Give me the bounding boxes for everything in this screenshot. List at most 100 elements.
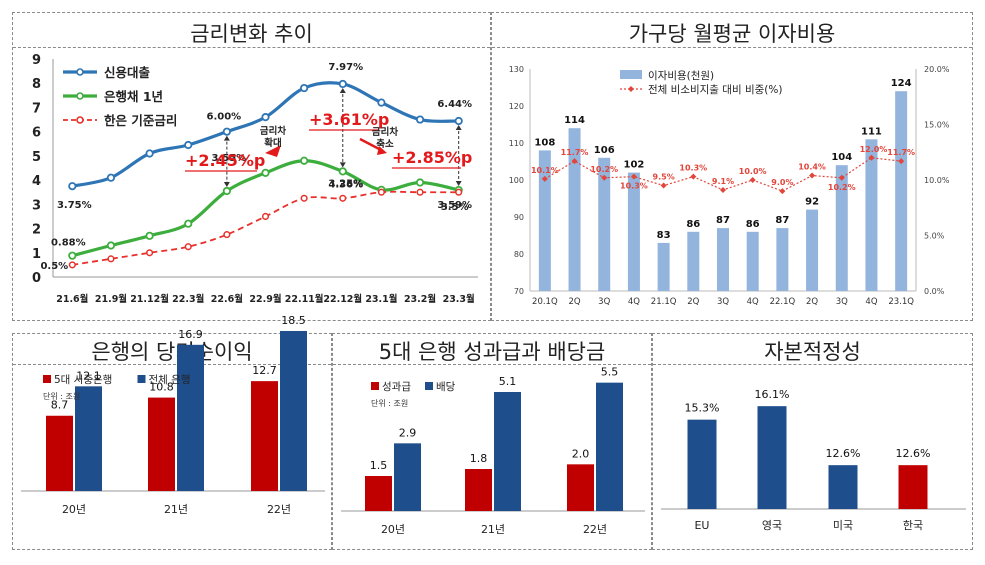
panel-title-bonus-dividend: 5대 은행 성과급과 배당금 <box>378 340 606 364</box>
gap-annotation: +2.85%p <box>392 148 472 167</box>
bar <box>538 150 551 291</box>
data-point <box>106 241 116 250</box>
share-point <box>868 154 875 161</box>
legend-label: 전체 비소비지출 대비 비중(%) <box>648 84 782 96</box>
panel-rate-trend: 금리변화 추이 0 1 2 3 4 5 6 7 8 9 21.6월 21.9월 21.12월 22.3월 2… <box>12 12 491 321</box>
panel-interest-cost: 가구당 월평균 이자비용 70 80 90 100 110 120 130 0.0% 5.0% 1… <box>491 12 973 321</box>
legend-swatch <box>620 70 642 79</box>
data-point <box>107 255 115 263</box>
x-tick-label: 21.1Q <box>651 297 677 307</box>
y-tick-label: 80 <box>514 250 524 259</box>
data-point <box>339 194 347 202</box>
share-point <box>541 175 548 182</box>
y-tick-label: 130 <box>509 65 524 74</box>
data-point <box>300 194 308 202</box>
x-tick-label: 영국 <box>762 519 782 532</box>
bar-label: 108 <box>534 137 555 148</box>
data-point <box>68 182 77 191</box>
x-tick-label: 2Q <box>568 297 580 307</box>
series-line <box>72 190 459 266</box>
bar <box>75 386 102 491</box>
y2-tick-label: 0.0% <box>924 287 945 296</box>
x-tick-label: 3Q <box>598 297 610 307</box>
bar-label: 10.8 <box>149 381 174 394</box>
x-tick-label: EU <box>694 519 709 532</box>
gap-arrowhead <box>223 182 230 188</box>
share-label: 10.4% <box>798 163 826 172</box>
bar <box>895 91 908 291</box>
legend-marker <box>76 116 84 124</box>
data-point <box>222 186 231 196</box>
data-point <box>68 251 77 260</box>
share-label: 9.1% <box>712 177 734 186</box>
annotation-note: 금리차 <box>260 125 286 137</box>
share-label: 9.5% <box>653 173 675 182</box>
y-tick-label: 0 <box>32 271 41 286</box>
bar <box>717 228 729 291</box>
data-label: 6.44% <box>437 99 472 110</box>
y2-tick-label: 5.0% <box>924 232 945 241</box>
bar-label: 5.1 <box>499 375 517 388</box>
unit-label: 단위 : 조원 <box>371 398 408 408</box>
x-tick-label: 20.1Q <box>532 297 558 307</box>
legend-swatch <box>425 382 433 390</box>
x-tick-label: 20년 <box>381 523 405 536</box>
bar <box>598 157 611 291</box>
data-point <box>416 188 424 196</box>
bar-label: 87 <box>716 215 730 226</box>
x-tick-label: 4Q <box>747 297 759 307</box>
data-label: 0.5% <box>40 261 68 272</box>
share-label: 10.2% <box>590 165 618 174</box>
bar <box>394 443 421 511</box>
gap-arrowhead <box>455 125 462 131</box>
bar <box>567 464 594 511</box>
data-point <box>184 219 193 228</box>
x-tick-label: 3Q <box>836 297 848 307</box>
net-income-chart: 8.7 12.1 20년 10.8 16.9 21년 12.7 18.5 22년 5대 시중은행 전… <box>21 314 325 516</box>
share-label: 12.0% <box>860 145 888 154</box>
bar-label: 106 <box>594 145 615 156</box>
bar-label: 16.9 <box>178 328 203 341</box>
x-tick-label: 3Q <box>717 297 729 307</box>
panel-bonus-dividend: 5대 은행 성과급과 배당금 1.5 2.9 20년 1.8 5.1 21년 2.0 5.5 2… <box>332 333 652 550</box>
share-label: 9.0% <box>771 178 793 187</box>
bar <box>746 231 759 291</box>
data-point <box>415 178 425 187</box>
data-point <box>145 149 154 158</box>
title-divider <box>492 47 972 48</box>
bar-label: 86 <box>746 219 760 230</box>
share-point <box>838 174 845 181</box>
data-point <box>454 116 463 126</box>
x-tick-label: 21년 <box>164 503 188 516</box>
title-divider <box>13 47 490 48</box>
legend-marker <box>76 68 84 76</box>
share-point <box>749 177 756 183</box>
bar <box>177 344 204 491</box>
capital-adequacy-chart: 15.3% EU 16.1% 영국 12.6% 미국 12.6% 한국 <box>661 388 966 532</box>
annotation-note: 확대 <box>264 137 281 149</box>
y-tick-label: 6 <box>32 126 41 141</box>
share-point <box>601 174 608 181</box>
gap-arrowhead <box>223 135 230 141</box>
gap-arrowhead <box>455 181 462 187</box>
gap-annotation: +3.61%p <box>309 110 389 129</box>
bar-label: 104 <box>831 152 852 163</box>
panel-net-income: 은행의 당기순이익 8.7 12.1 20년 10.8 16.9 21년 12.7 18.5 2… <box>12 314 332 550</box>
data-label: 0.88% <box>51 238 86 249</box>
legend-marker <box>76 92 84 100</box>
bar <box>627 172 640 291</box>
y-tick-label: 70 <box>514 287 524 296</box>
bar-label: 15.3% <box>685 402 720 415</box>
bar <box>898 465 928 509</box>
bar <box>494 392 521 511</box>
data-label: 3.5% <box>441 202 469 213</box>
bar <box>757 406 787 509</box>
trend-arrow <box>265 145 281 157</box>
data-label: 7.97% <box>328 62 363 73</box>
x-tick-label: 4Q <box>865 297 877 307</box>
data-label: 4.36% <box>328 179 363 190</box>
bar <box>687 419 717 509</box>
bar-label: 87 <box>775 215 789 226</box>
share-label: 10.0% <box>739 167 767 176</box>
y-tick-label: 1 <box>32 247 41 262</box>
